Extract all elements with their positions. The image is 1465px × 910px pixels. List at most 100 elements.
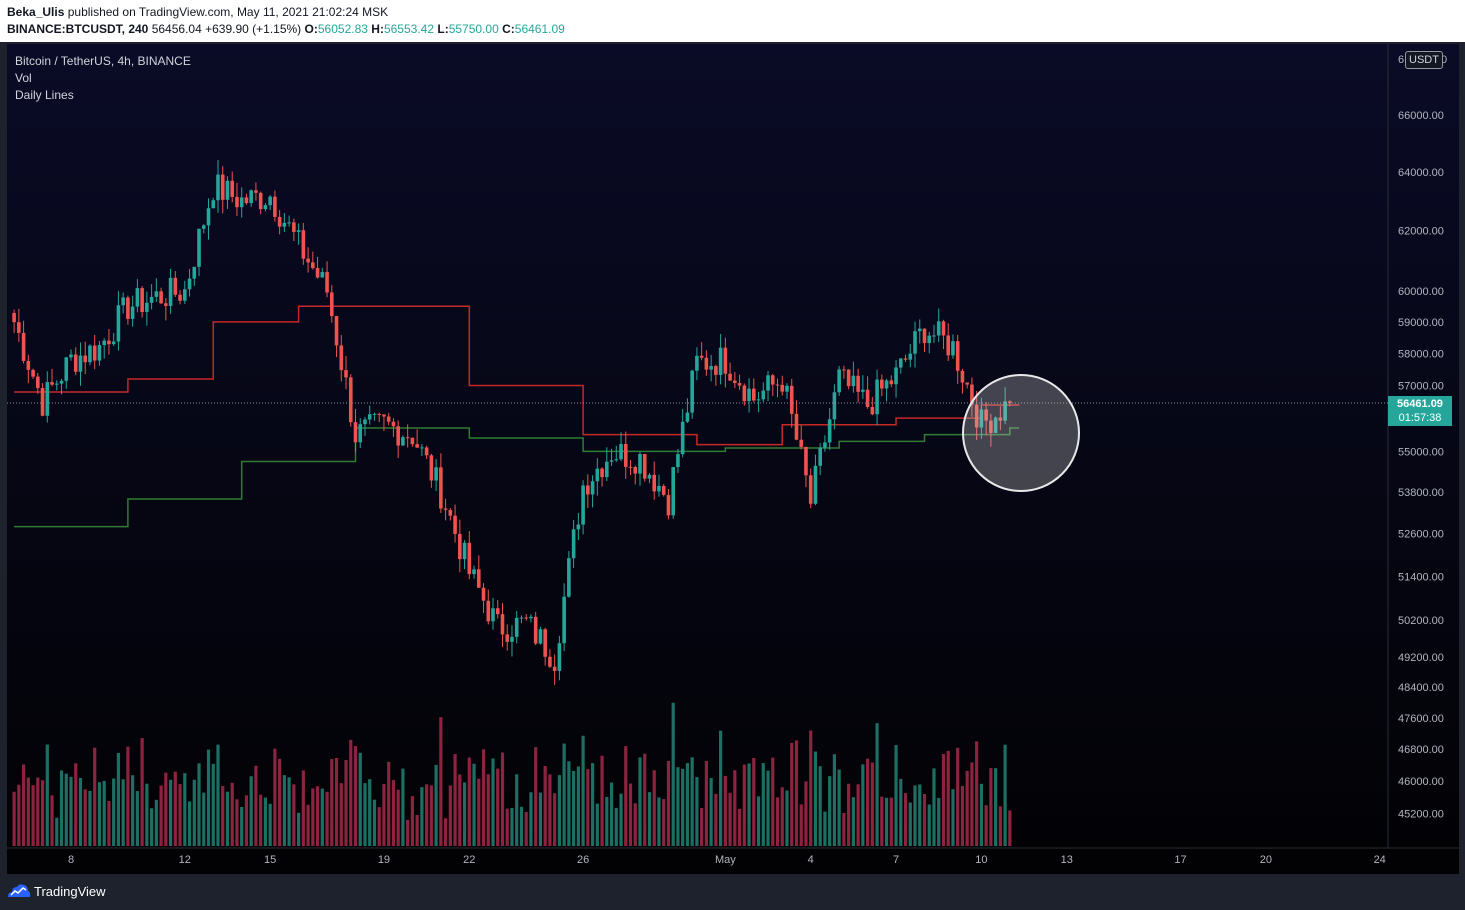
candle-body xyxy=(187,278,192,290)
author-name[interactable]: Beka_Ulis xyxy=(7,5,65,19)
candle-body xyxy=(785,385,789,392)
candle-body xyxy=(548,656,552,667)
time-axis[interactable]: 8 12 15 19 22 26 May 4 7 10 13 17 20 24 xyxy=(68,854,1386,866)
volume-bar xyxy=(429,785,433,846)
volume-bar xyxy=(330,759,334,846)
volume-bar xyxy=(690,757,694,846)
last-price: 56456.04 xyxy=(151,22,202,36)
volume-bar xyxy=(553,793,557,846)
published-text: published on TradingView.com, May 11, 20… xyxy=(67,5,389,19)
volume-bar xyxy=(50,795,54,846)
candle-body xyxy=(325,271,329,293)
price-axis[interactable]: 66000.00 64000.00 62000.00 60000.00 59000.00… xyxy=(1398,110,1444,820)
price-tick-label: 51400.00 xyxy=(1398,571,1444,583)
volume-bar xyxy=(69,776,73,846)
volume-bar xyxy=(211,763,215,846)
volume-bar xyxy=(619,793,623,846)
volume-bar xyxy=(505,808,509,846)
currency-badge[interactable]: USDT xyxy=(1405,51,1443,69)
volume-bar xyxy=(221,785,225,846)
legend-indicator[interactable]: Daily Lines xyxy=(15,88,74,102)
candle-body xyxy=(130,306,135,319)
candle-body xyxy=(448,509,453,516)
candle-body xyxy=(358,424,363,443)
price-tick-label: 45200.00 xyxy=(1398,808,1444,820)
candle-body xyxy=(216,174,220,201)
volume-bar xyxy=(804,781,808,846)
candle-body xyxy=(31,369,35,377)
volume-bar xyxy=(40,780,45,846)
volume-bar xyxy=(173,771,177,846)
volume-bar xyxy=(790,742,794,846)
volume-bar xyxy=(818,766,822,846)
candle-body xyxy=(339,345,344,371)
volume-bar xyxy=(202,792,206,846)
time-tick-label: 7 xyxy=(893,854,899,866)
candle-body xyxy=(239,197,244,208)
volume-bar xyxy=(472,763,476,846)
annotation-circle[interactable] xyxy=(962,374,1080,492)
candle-body xyxy=(168,277,173,306)
candle-body xyxy=(804,446,808,476)
candle-body xyxy=(178,294,182,301)
candle-body xyxy=(695,355,699,371)
candle-body xyxy=(533,616,538,644)
price-change: +639.90 (+1.15%) xyxy=(205,22,302,36)
candle-body xyxy=(140,288,144,312)
volume-bar xyxy=(676,767,680,846)
candle-body xyxy=(652,474,657,492)
legend-vol[interactable]: Vol xyxy=(15,71,32,85)
volume-bar xyxy=(353,746,358,846)
price-tick-label: 46800.00 xyxy=(1398,744,1444,756)
candle-body xyxy=(410,437,415,445)
candle-body xyxy=(903,358,908,360)
volume-bar xyxy=(150,808,154,846)
candle-body xyxy=(111,341,116,345)
candle-body xyxy=(88,345,92,363)
volume-bar xyxy=(135,791,139,846)
candle-body xyxy=(989,420,993,433)
volume-bar xyxy=(486,774,490,846)
candle-body xyxy=(756,399,761,401)
upper-daily-line xyxy=(14,305,1020,446)
volume-bar xyxy=(159,785,163,846)
volume-bar xyxy=(1008,810,1012,846)
candle-body xyxy=(83,355,88,363)
candle-body xyxy=(386,416,391,422)
candle-body xyxy=(273,196,277,217)
tradingview-logo-icon[interactable] xyxy=(7,883,31,899)
candle-body xyxy=(377,413,382,415)
tradingview-brand[interactable]: TradingView xyxy=(34,884,106,899)
volume-bar xyxy=(965,770,969,846)
volume-bar xyxy=(83,789,87,846)
volume-bar xyxy=(107,801,111,846)
volume-bar xyxy=(36,777,40,846)
candle-body xyxy=(970,384,974,405)
ohlc-line: BINANCE:BTCUSDT, 240 56456.04 +639.90 (+… xyxy=(7,22,565,36)
price-chart[interactable]: 66000.00 64000.00 62000.00 60000.00 59000.00… xyxy=(0,0,1465,874)
candle-body xyxy=(623,443,628,467)
volume-bar xyxy=(666,760,671,846)
volume-bar xyxy=(719,730,723,846)
volume-bar xyxy=(780,787,784,846)
candle-body xyxy=(813,465,818,504)
candle-body xyxy=(173,277,178,295)
candle-body xyxy=(856,375,860,392)
candle-body xyxy=(21,332,26,361)
daily-lines xyxy=(14,305,1020,528)
volume-bar xyxy=(704,760,708,846)
legend-title[interactable]: Bitcoin / TetherUS, 4h, BINANCE xyxy=(15,54,191,68)
candle-body xyxy=(851,375,856,387)
volume-bar xyxy=(875,723,879,846)
volume-bar xyxy=(975,741,979,846)
candle-body xyxy=(481,587,486,601)
candle-body xyxy=(936,321,941,336)
candle-body xyxy=(225,180,230,200)
candle-body xyxy=(842,369,846,371)
volume-bar xyxy=(752,757,756,846)
candle-body xyxy=(149,296,154,303)
candle-body xyxy=(884,380,889,389)
candle-body xyxy=(832,392,837,420)
volume-bar xyxy=(671,702,675,846)
volume-bar xyxy=(557,775,561,846)
